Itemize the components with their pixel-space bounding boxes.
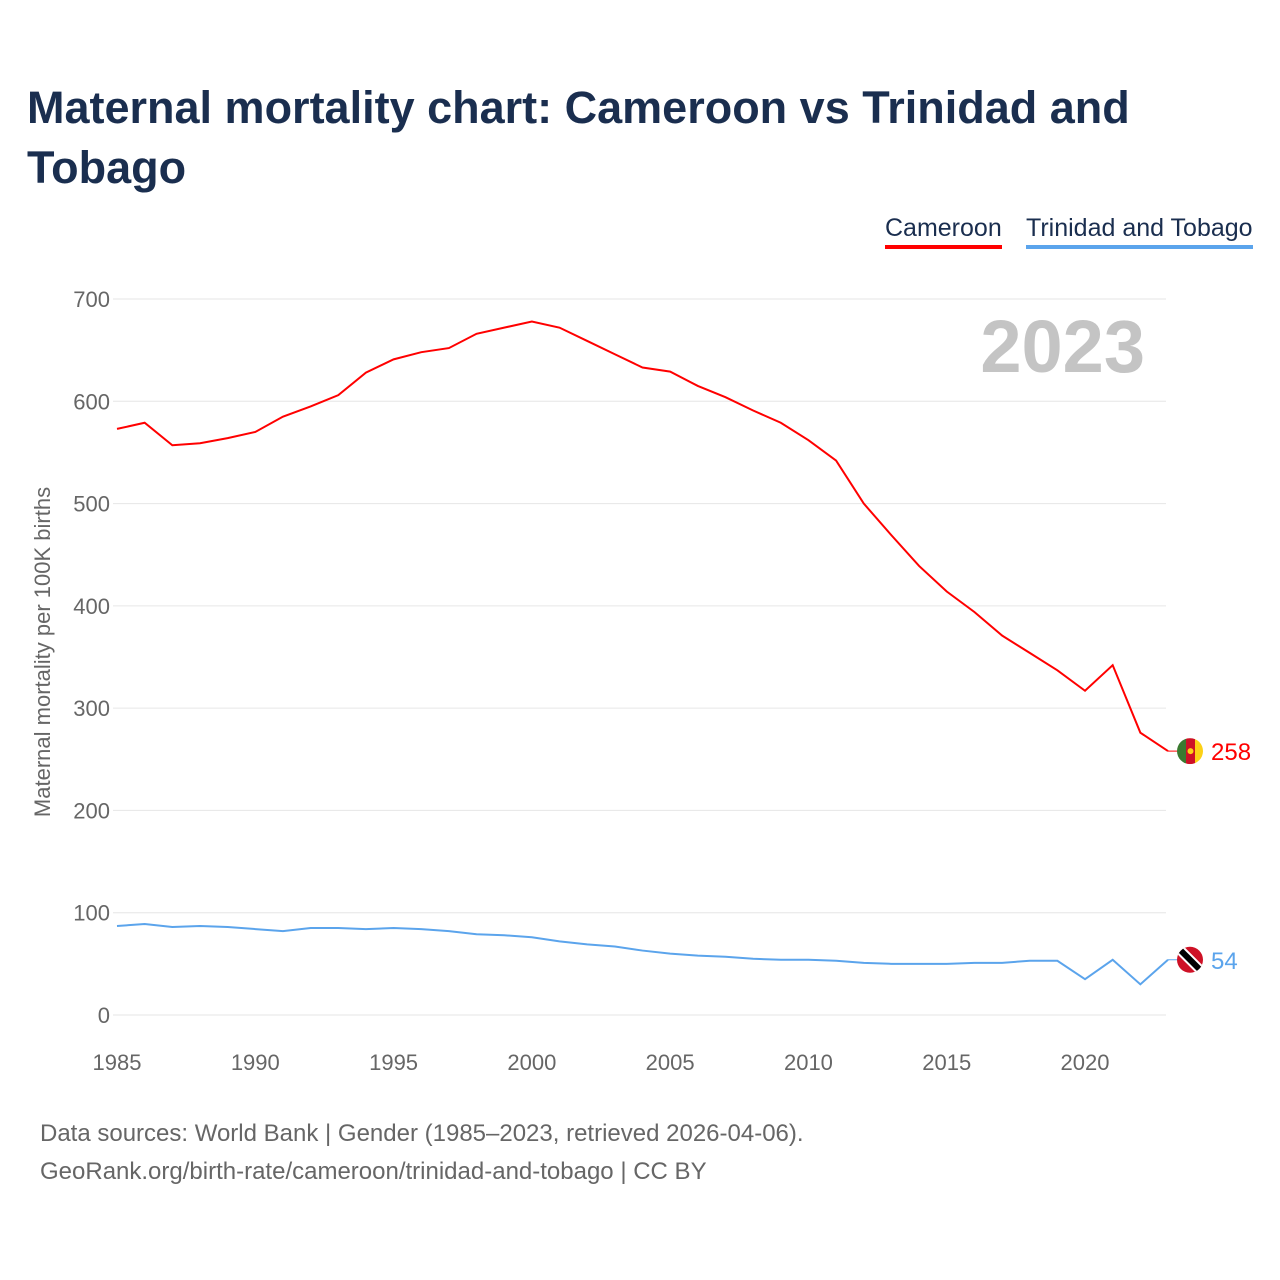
x-tick-label: 1990 <box>231 1050 280 1075</box>
y-tick-label: 700 <box>73 287 110 312</box>
y-tick-label: 400 <box>73 594 110 619</box>
trinidad-and-tobago-end-label: 54 <box>1211 948 1238 975</box>
series-line-trinidad-and-tobago <box>116 922 1169 986</box>
footer-link[interactable]: GeoRank.org/birth-rate/cameroon/trinidad… <box>40 1158 707 1185</box>
cameroon-end-label: 258 <box>1211 739 1251 766</box>
footer-sources: Data sources: World Bank | Gender (1985–… <box>40 1120 804 1147</box>
y-axis-label: Maternal mortality per 100K births <box>30 487 55 817</box>
y-tick-label: 100 <box>73 901 110 926</box>
x-tick-label: 2005 <box>646 1050 695 1075</box>
x-tick-label: 2020 <box>1061 1050 1110 1075</box>
series-line-cameroon <box>116 320 1169 752</box>
x-tick-label: 2000 <box>507 1050 556 1075</box>
y-tick-label: 0 <box>98 1003 110 1028</box>
legend-item-cameroon[interactable]: Cameroon <box>885 214 1002 249</box>
x-tick-label: 2015 <box>922 1050 971 1075</box>
y-tick-label: 300 <box>73 696 110 721</box>
legend-item-trinidad-and-tobago[interactable]: Trinidad and Tobago <box>1026 214 1253 249</box>
cameroon-flag-icon <box>1177 738 1203 765</box>
y-tick-label: 200 <box>73 798 110 823</box>
y-tick-label: 500 <box>73 492 110 517</box>
x-tick-label: 1995 <box>369 1050 418 1075</box>
chart-title: Maternal mortality chart: Cameroon vs Tr… <box>27 82 1130 193</box>
year-watermark: 2023 <box>980 305 1145 388</box>
x-tick-label: 1985 <box>93 1050 142 1075</box>
y-tick-label: 600 <box>73 389 110 414</box>
trinidad-and-tobago-flag-icon <box>1177 946 1203 973</box>
x-tick-label: 2010 <box>784 1050 833 1075</box>
